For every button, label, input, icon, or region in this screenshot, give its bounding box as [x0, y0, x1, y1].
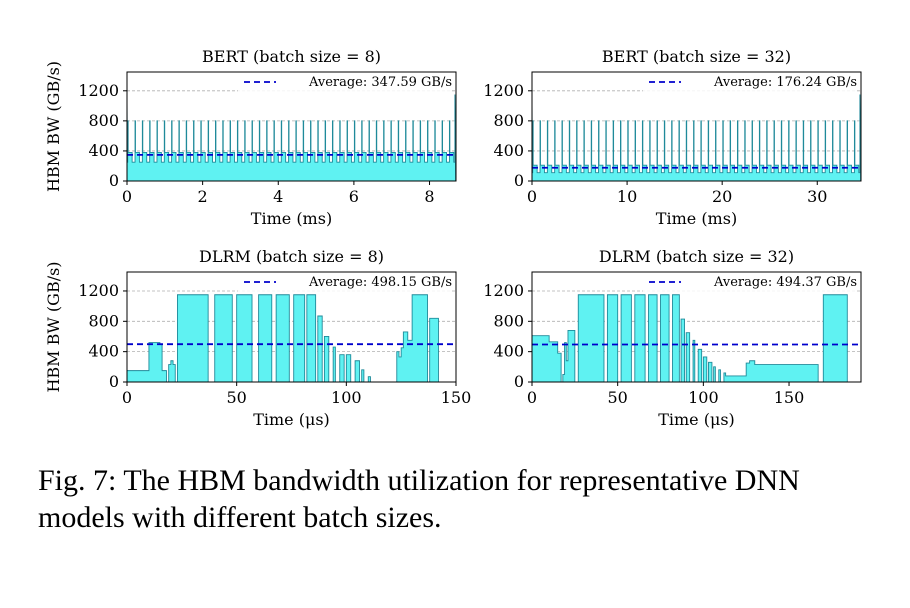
x-tick-label: 30 [807, 187, 827, 206]
x-tick-label: 150 [441, 388, 472, 407]
legend-label: Average: 494.37 GB/s [713, 275, 857, 290]
axes-frame [531, 71, 862, 182]
y-tick-label: 0 [514, 372, 524, 391]
axes-frame [126, 271, 457, 383]
y-tick-label: 400 [88, 141, 119, 160]
y-tick-label: 400 [88, 342, 119, 361]
x-tick-label: 20 [712, 187, 732, 206]
x-tick-label: 8 [424, 187, 434, 206]
chart-panel-1: Average: 347.59 GB/s BERT (batch size = 8… [44, 47, 457, 228]
x-tick-label: 4 [273, 187, 283, 206]
legend-box [238, 275, 452, 293]
x-tick-label: 50 [607, 388, 627, 407]
axes-frame [126, 71, 457, 182]
x-tick-label: 6 [349, 187, 359, 206]
x-tick-label: 0 [527, 388, 537, 407]
legend-box [643, 75, 857, 93]
chart-title: DLRM (batch size = 32) [599, 247, 794, 266]
chart-title: DLRM (batch size = 8) [199, 247, 384, 266]
bandwidth-area [126, 294, 456, 383]
y-tick-label: 800 [88, 311, 119, 330]
axes-frame [531, 271, 862, 383]
x-tick-label: 100 [331, 388, 362, 407]
x-tick-label: 0 [122, 187, 132, 206]
x-axis-label: Time (μs) [253, 410, 330, 429]
y-tick-label: 0 [514, 171, 524, 190]
y-tick-label: 800 [88, 111, 119, 130]
y-tick-label: 400 [493, 342, 524, 361]
chart-title: BERT (batch size = 32) [602, 47, 791, 66]
y-tick-label: 800 [493, 311, 524, 330]
x-tick-label: 100 [688, 388, 719, 407]
x-axis-label: Time (ms) [251, 209, 332, 228]
y-tick-label: 0 [109, 372, 119, 391]
legend-label: Average: 498.15 GB/s [308, 275, 452, 290]
x-tick-label: 150 [774, 388, 805, 407]
legend-label: Average: 347.59 GB/s [308, 75, 452, 90]
y-tick-label: 800 [493, 111, 524, 130]
bandwidth-area [531, 94, 862, 182]
x-axis-label: Time (μs) [658, 410, 735, 429]
bandwidth-area [531, 294, 861, 383]
chart-panel-3: Average: 498.15 GB/s DLRM (batch size = 8… [44, 247, 471, 429]
x-tick-label: 0 [122, 388, 132, 407]
x-tick-label: 2 [198, 187, 208, 206]
chart-panel-2: Average: 176.24 GB/s BERT (batch size = 3… [483, 47, 862, 228]
legend-box [238, 75, 452, 93]
x-tick-label: 0 [527, 187, 537, 206]
legend-label: Average: 176.24 GB/s [713, 75, 857, 90]
y-axis-label: HBM BW (GB/s) [44, 61, 63, 192]
y-tick-label: 1200 [78, 81, 119, 100]
y-tick-label: 1200 [78, 281, 119, 300]
y-axis-label: HBM BW (GB/s) [44, 261, 63, 392]
x-tick-label: 50 [226, 388, 246, 407]
bandwidth-area [126, 94, 457, 182]
y-tick-label: 0 [109, 171, 119, 190]
y-tick-label: 400 [493, 141, 524, 160]
legend-box [643, 275, 857, 293]
chart-title: BERT (batch size = 8) [202, 47, 381, 66]
y-tick-label: 1200 [483, 281, 524, 300]
y-tick-label: 1200 [483, 81, 524, 100]
chart-panel-4: Average: 494.37 GB/s DLRM (batch size = 3… [483, 247, 862, 429]
x-axis-label: Time (ms) [656, 209, 737, 228]
x-tick-label: 10 [617, 187, 637, 206]
figure-caption: Fig. 7: The HBM bandwidth utilization fo… [38, 464, 800, 534]
figure: Average: 347.59 GB/s BERT (batch size = 8… [44, 47, 862, 429]
